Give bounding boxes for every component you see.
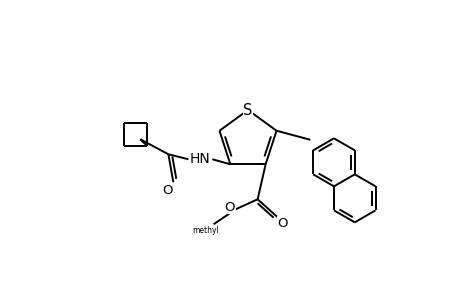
Text: methyl: methyl (192, 226, 218, 235)
Text: HN: HN (190, 152, 210, 166)
Text: O: O (224, 201, 235, 214)
Text: O: O (277, 217, 287, 230)
Text: O: O (162, 184, 172, 197)
Text: S: S (243, 103, 252, 118)
